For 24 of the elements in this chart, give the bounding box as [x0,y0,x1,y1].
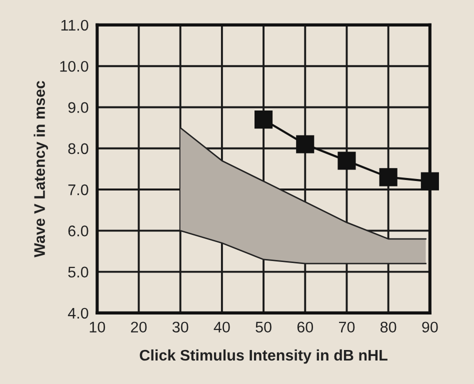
y-axis-title: Wave V Latency in msec [34,80,48,258]
x-tick-label: 50 [256,322,272,333]
point [338,152,356,170]
point [296,135,314,154]
y-tick-label: 7.0 [68,184,88,196]
x-tick-label: 40 [214,322,230,333]
point [420,172,439,190]
point [254,110,273,129]
x-tick-label: 90 [422,322,438,333]
x-tick-label: 20 [131,322,147,333]
point [379,168,398,186]
x-tick-label: 30 [172,322,188,333]
y-tick-label: 9.0 [68,102,88,113]
y-tick-label: 11.0 [61,20,88,31]
x-tick-label: 60 [297,322,314,333]
y-tick-label: 5.0 [68,266,88,278]
x-tick-label: 10 [90,322,106,333]
x-axis-title: Click Stimulus Intensity in dB nHL [140,349,388,364]
y-tick-label: 4.0 [68,308,88,319]
x-tick-label: 70 [339,322,355,333]
y-tick-label: 6.0 [68,226,88,236]
y-tick-label: 10.0 [60,60,88,72]
y-tick-label: 8.0 [68,143,88,154]
x-tick-label: 80 [380,322,396,333]
